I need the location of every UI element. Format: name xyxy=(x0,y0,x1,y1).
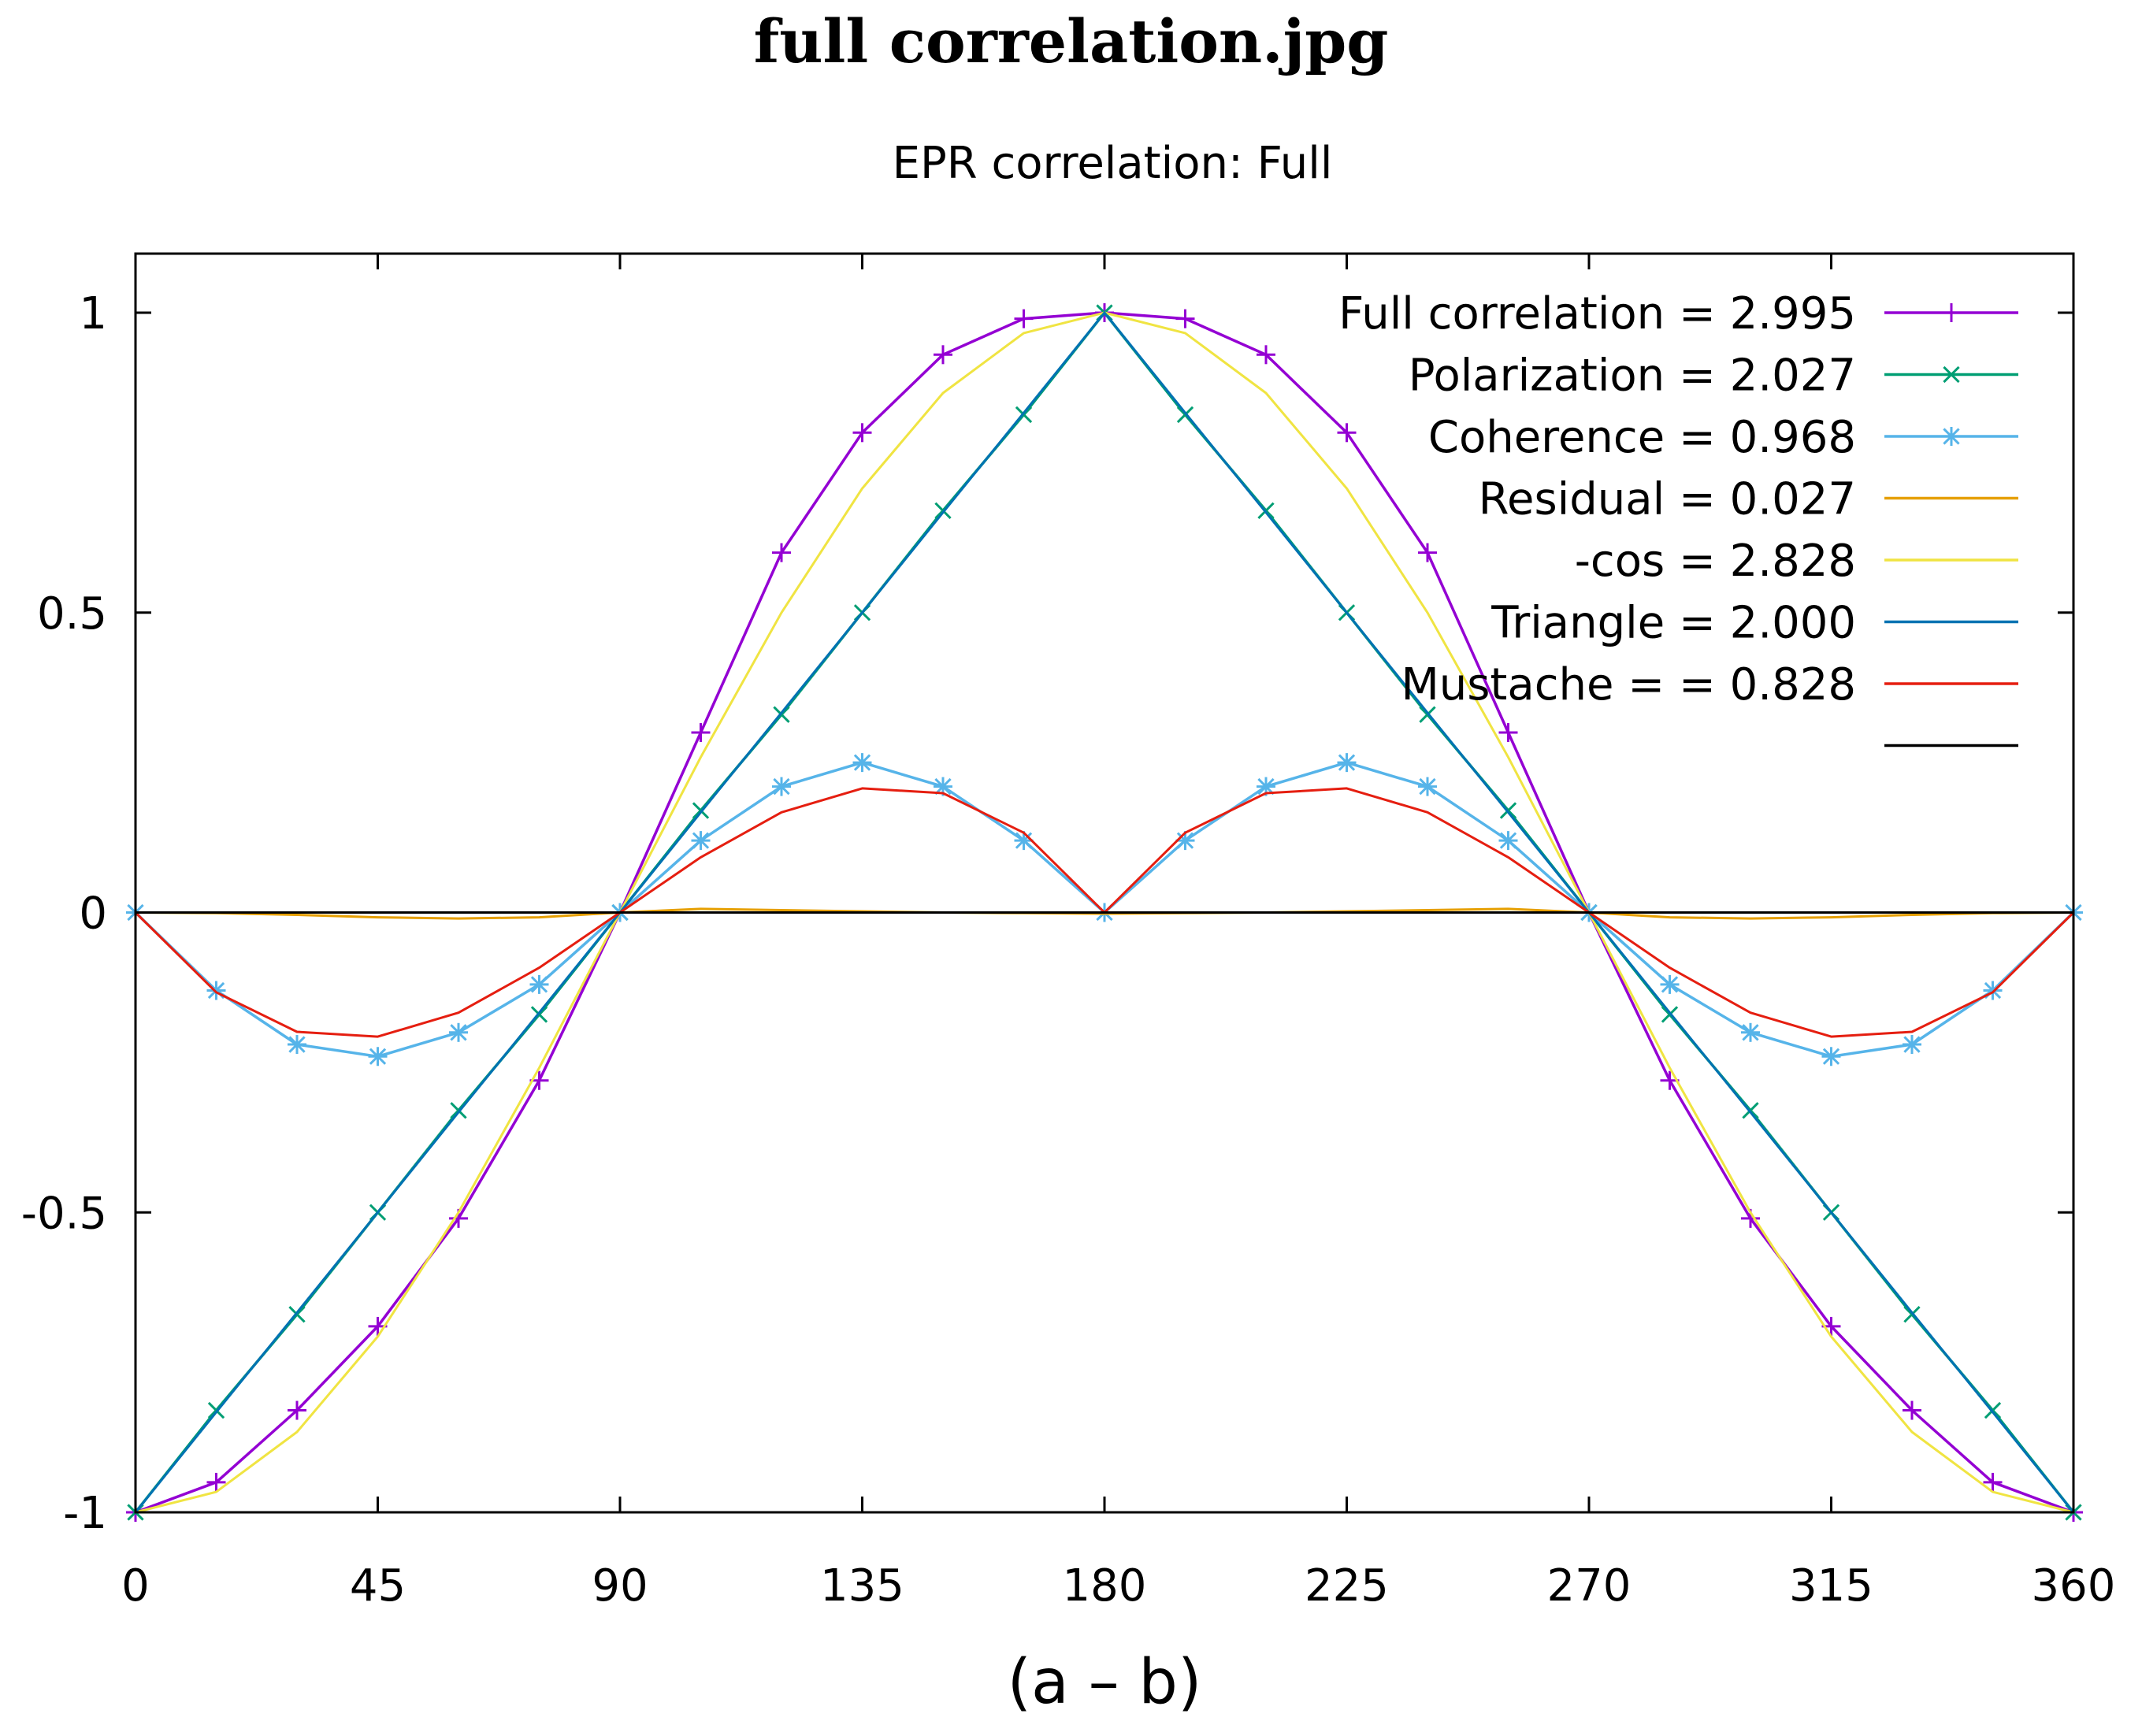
series-2-point xyxy=(529,974,549,994)
legend-entry: -cos = 2.828 xyxy=(1575,536,2018,587)
legend-entry: Full correlation = 2.995 xyxy=(1338,288,2018,339)
legend: Full correlation = 2.995 Polarization = 2… xyxy=(1338,288,2018,747)
series-2-point xyxy=(368,1047,388,1066)
page-title: full correlation.jpg xyxy=(753,6,1389,76)
series-0-point xyxy=(852,423,872,443)
x-axis-label: (a – b) xyxy=(1008,1647,1202,1718)
series-0-point xyxy=(1014,309,1034,328)
legend-label: Residual = 0.027 xyxy=(1479,474,1856,525)
series-2-point xyxy=(288,1035,306,1055)
x-tick-label: 270 xyxy=(1547,1560,1632,1612)
y-tick-label: -0.5 xyxy=(21,1188,107,1239)
y-tick-label: 1 xyxy=(79,288,107,339)
series-0-point xyxy=(1257,345,1275,365)
x-tick-label: 90 xyxy=(592,1560,648,1612)
x-tick-label: 135 xyxy=(820,1560,904,1612)
x-tick-label: 0 xyxy=(121,1560,150,1612)
series-2-point xyxy=(1903,1035,1921,1055)
series-line-5 xyxy=(134,311,2075,1513)
legend-label: Coherence = 0.968 xyxy=(1428,412,1856,463)
series-0-point xyxy=(1337,423,1357,443)
legend-entry: Residual = 0.027 xyxy=(1479,474,2018,525)
series-2-point xyxy=(772,777,791,796)
series-2 xyxy=(126,753,2083,1066)
series-2-point xyxy=(1337,753,1357,773)
series-2-point xyxy=(691,831,711,851)
series-2-point xyxy=(1821,1047,1841,1066)
y-tick-label: -1 xyxy=(63,1488,107,1539)
legend-label: -cos = 2.828 xyxy=(1575,536,1856,587)
series-2-point xyxy=(449,1022,468,1042)
series-2-point xyxy=(1660,974,1680,994)
x-tick-label: 225 xyxy=(1305,1560,1389,1612)
legend-label: Triangle = 2.000 xyxy=(1490,598,1856,649)
y-tick-label: 0 xyxy=(79,888,107,940)
series-2-point xyxy=(1741,1022,1760,1042)
x-tick-label: 45 xyxy=(350,1560,406,1612)
series-0-point xyxy=(288,1400,306,1420)
plot-area xyxy=(126,303,2083,1522)
series-0-point xyxy=(1498,723,1518,743)
legend-entry: Polarization = 2.027 xyxy=(1409,351,2018,402)
y-tick-label: 0.5 xyxy=(37,588,107,640)
legend-entry: Mustache = = 0.828 xyxy=(1401,659,2018,710)
x-tick-label: 180 xyxy=(1063,1560,1147,1612)
series-0-point xyxy=(1175,309,1195,328)
chart-title: EPR correlation: Full xyxy=(893,138,1333,189)
x-tick-label: 360 xyxy=(2032,1560,2116,1612)
series-0-point xyxy=(772,543,791,562)
series-0-point xyxy=(1418,543,1437,562)
legend-marker xyxy=(1943,365,1960,384)
series-0-point xyxy=(1903,1400,1921,1420)
axes: 0 45 90 135 180 225 270 315 360 -1 -0.5 0 0.5 1 xyxy=(21,254,2116,1612)
legend-entry: Triangle = 2.000 xyxy=(1490,598,2018,649)
series-0-point xyxy=(691,723,711,743)
legend-entry: Coherence = 0.968 xyxy=(1428,412,2018,463)
legend-marker xyxy=(1942,303,1961,322)
series-2-point xyxy=(1498,831,1518,851)
x-tick-label: 315 xyxy=(1789,1560,1873,1612)
series-5 xyxy=(134,311,2075,1513)
series-2-point xyxy=(206,981,226,1000)
series-2-point xyxy=(1983,981,2003,1000)
series-2-point xyxy=(1418,777,1437,796)
series-0-point xyxy=(1983,1472,2003,1492)
series-2-point xyxy=(852,753,872,773)
legend-label: Mustache = = 0.828 xyxy=(1401,659,1856,710)
legend-label: Polarization = 2.027 xyxy=(1409,351,1856,402)
legend-marker xyxy=(1942,427,1961,446)
series-0-point xyxy=(934,345,952,365)
legend-label: Full correlation = 2.995 xyxy=(1338,288,1856,339)
series-0-point xyxy=(206,1472,226,1492)
